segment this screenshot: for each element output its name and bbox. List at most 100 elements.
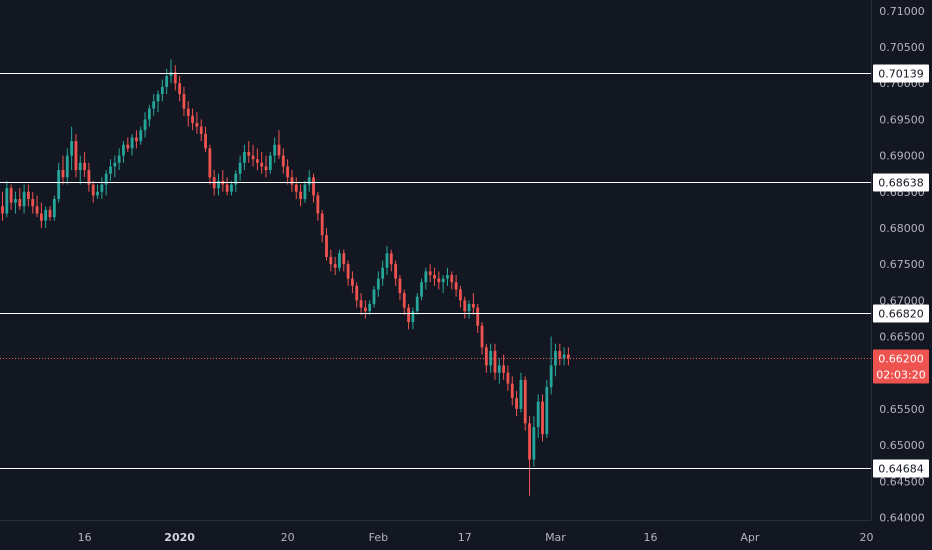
candle	[1, 191, 4, 221]
candle-body	[264, 166, 268, 171]
candle-body	[480, 325, 484, 348]
time-tick-label: 17	[458, 531, 472, 544]
candle-body	[31, 199, 35, 207]
candle-body	[70, 141, 74, 156]
level-price-label: 0.66820	[878, 308, 924, 321]
price-tick-label: 0.68000	[879, 222, 925, 235]
candle-body	[1, 206, 4, 214]
candle-body	[139, 130, 143, 142]
candle-body	[130, 137, 134, 149]
candle-body	[411, 311, 415, 323]
candle	[307, 170, 311, 192]
candle-body	[567, 354, 570, 359]
candle	[156, 90, 160, 113]
candle	[208, 144, 212, 185]
candle	[230, 180, 233, 196]
candle-body	[208, 148, 212, 178]
price-tick-label: 0.69000	[879, 150, 925, 163]
time-tick-label: Feb	[369, 531, 388, 544]
candle	[169, 59, 173, 84]
candle-body	[532, 426, 536, 460]
candle-body	[268, 155, 272, 171]
candle-body	[109, 166, 112, 174]
candle-body	[277, 144, 281, 156]
candle-body	[515, 398, 518, 409]
candle-body	[191, 115, 194, 124]
candle	[493, 343, 497, 380]
candle-body	[247, 151, 251, 156]
time-axis[interactable]: 16 2020 20 Feb 17 Mar 16 Apr 20	[78, 531, 874, 544]
price-tick-label: 0.66500	[879, 331, 925, 344]
candle-body	[484, 347, 488, 366]
candle-body	[122, 144, 125, 156]
candle	[355, 282, 359, 308]
candle	[264, 155, 268, 178]
candle-body	[320, 213, 324, 236]
candle-body	[355, 285, 359, 301]
candle	[186, 101, 190, 127]
candle-body	[230, 184, 233, 192]
candle	[273, 137, 277, 163]
candle-body	[346, 264, 350, 279]
candle	[325, 227, 328, 261]
candle	[549, 336, 553, 395]
level-price-label: 0.68638	[878, 177, 924, 190]
candle-body	[57, 170, 61, 200]
time-tick-label: Apr	[740, 531, 760, 544]
candle	[437, 271, 441, 290]
levels-layer	[0, 73, 871, 469]
candle-body	[160, 86, 164, 95]
candle-body	[91, 184, 95, 196]
candle-body	[281, 155, 285, 167]
candle-body	[342, 253, 346, 265]
candle	[471, 293, 475, 315]
candle	[342, 249, 346, 272]
candle	[351, 271, 354, 294]
candle	[368, 300, 372, 315]
candle	[467, 300, 471, 319]
candle-body	[143, 119, 147, 131]
price-axis[interactable]: 0.710000.705000.700000.695000.690000.685…	[879, 5, 925, 525]
candle	[394, 260, 398, 286]
candle	[199, 119, 203, 142]
candle-body	[329, 256, 333, 265]
candle-body	[5, 188, 9, 214]
candle	[523, 376, 527, 431]
candle-body	[519, 379, 523, 409]
candle	[74, 133, 78, 178]
candle	[260, 151, 264, 174]
candle-body	[178, 83, 182, 95]
candle-body	[135, 137, 138, 142]
candle-body	[96, 191, 99, 196]
candle	[277, 130, 281, 160]
candle-body	[441, 278, 445, 283]
price-tick-label: 0.67000	[879, 294, 925, 307]
time-tick-label: 20	[281, 531, 295, 544]
candle-body	[87, 170, 91, 185]
candle	[376, 271, 380, 297]
candle-body	[273, 144, 277, 156]
candle-body	[126, 144, 130, 149]
candle	[178, 75, 182, 102]
candle	[532, 416, 536, 467]
candle-body	[117, 155, 121, 163]
candle-body	[312, 177, 315, 196]
candle-body	[234, 173, 238, 185]
price-tick-label: 0.64000	[879, 511, 925, 524]
candle-body	[541, 401, 544, 435]
time-tick-label: 20	[860, 531, 874, 544]
candle	[567, 347, 570, 366]
candle	[5, 180, 9, 218]
candle-body	[424, 271, 428, 283]
candle	[411, 307, 415, 330]
candle-body	[502, 365, 506, 373]
candle-body	[39, 213, 43, 221]
candle	[338, 249, 341, 272]
candle-body	[61, 170, 65, 178]
candle	[139, 126, 143, 145]
candle-body	[415, 296, 419, 312]
candle	[52, 195, 56, 221]
candle	[251, 144, 255, 167]
candle-body	[368, 303, 372, 312]
